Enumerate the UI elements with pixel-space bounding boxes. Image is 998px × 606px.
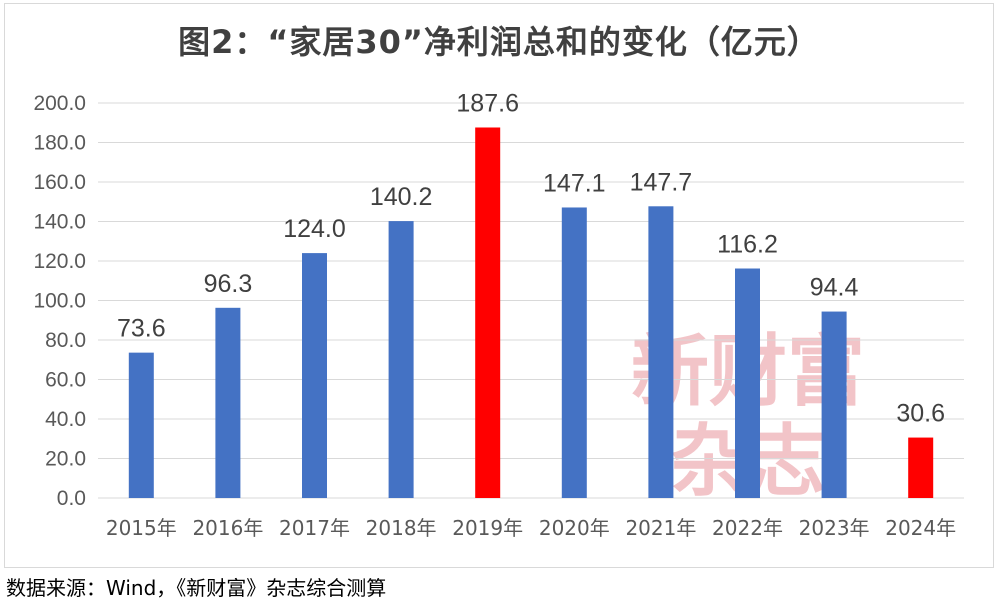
- y-tick-label: 100.0: [33, 290, 86, 313]
- bar-2020年: [561, 207, 587, 499]
- bar-2017年: [302, 253, 327, 498]
- y-tick-label: 60.0: [45, 369, 86, 392]
- y-tick-label: 180.0: [33, 132, 86, 155]
- data-label-2015年: 73.6: [117, 315, 166, 343]
- x-tick-label-2019年: 2019年: [452, 516, 523, 540]
- data-label-2017年: 124.0: [283, 215, 346, 243]
- x-tick-label-2018年: 2018年: [366, 516, 437, 540]
- y-tick-label: 40.0: [45, 408, 86, 431]
- bar-2016年: [215, 307, 241, 498]
- bar-2024年: [908, 437, 934, 498]
- bar-2018年: [388, 221, 414, 499]
- x-tick-label-2020年: 2020年: [539, 516, 610, 540]
- x-tick-label-2022年: 2022年: [712, 516, 783, 540]
- x-tick-label-2017年: 2017年: [279, 516, 350, 540]
- data-label-2022年: 116.2: [717, 231, 778, 259]
- gridlines: [98, 102, 964, 499]
- y-tick-label: 20.0: [45, 448, 86, 471]
- y-tick-label: 120.0: [33, 250, 86, 273]
- bar-2022年: [735, 268, 760, 498]
- data-label-2024年: 30.6: [896, 400, 945, 428]
- x-tick-label-2024年: 2024年: [885, 516, 956, 540]
- data-labels: 73.6 96.3 124.0 140.2 187.6 147.1 147.7 116.2 94…: [117, 89, 945, 427]
- y-tick-label: 160.0: [33, 171, 86, 194]
- x-tick-label-2021年: 2021年: [625, 516, 696, 540]
- data-label-2018年: 140.2: [370, 183, 433, 211]
- y-tick-label: 0.0: [57, 487, 86, 510]
- data-label-2020年: 147.1: [543, 169, 606, 197]
- x-tick-label-2016年: 2016年: [192, 516, 263, 540]
- data-label-2019年: 187.6: [456, 89, 519, 117]
- data-label-2021年: 147.7: [630, 168, 693, 196]
- y-tick-label: 200.0: [33, 92, 86, 115]
- x-tick-label-2023年: 2023年: [799, 516, 870, 540]
- data-label-2016年: 96.3: [204, 270, 253, 298]
- chart-title: 图2：“家居30”净利润总和的变化（亿元）: [178, 23, 820, 61]
- source-note: 数据来源：Wind，《新财富》杂志综合测算: [6, 576, 387, 600]
- x-tick-label-2015年: 2015年: [106, 516, 177, 540]
- data-label-2023年: 94.4: [810, 274, 859, 302]
- bar-2019年: [475, 127, 501, 499]
- y-axis-ticks: 0.0 20.0 40.0 60.0 80.0 100.0 120.0 140.0 160.0 1…: [33, 92, 86, 510]
- bar-2015年: [128, 352, 154, 498]
- bar-2023年: [821, 311, 847, 498]
- bar-2021年: [648, 206, 674, 499]
- x-axis-ticks: 2015年 2016年 2017年 2018年 2019年 2020年 2021年 2022年…: [106, 516, 956, 540]
- y-tick-label: 80.0: [45, 329, 86, 352]
- bars: [128, 127, 934, 499]
- y-tick-label: 140.0: [33, 211, 86, 234]
